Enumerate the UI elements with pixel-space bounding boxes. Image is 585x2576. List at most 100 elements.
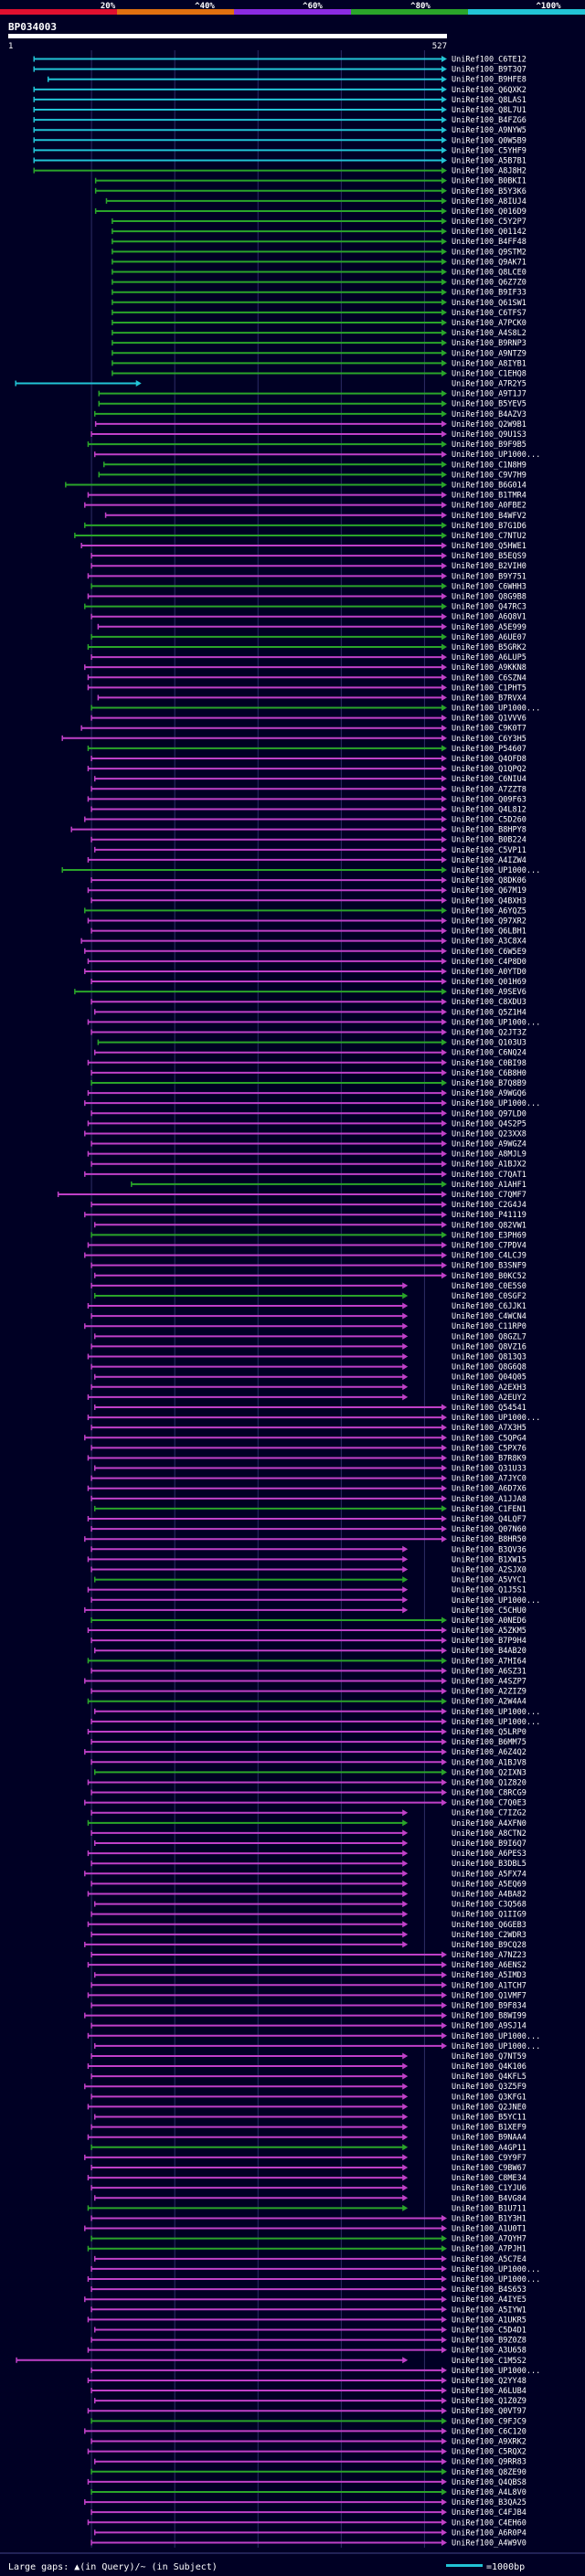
hit-row[interactable]: UniRef100_C4EH60 <box>87 2518 526 2528</box>
hit-row[interactable]: UniRef100_A6Z4Q2 <box>84 1748 526 1757</box>
hit-label[interactable]: UniRef100_Q5LRP0 <box>452 1728 526 1737</box>
hit-row[interactable]: UniRef100_A6R0P4 <box>93 2528 526 2538</box>
hit-label[interactable]: UniRef100_A6UE07 <box>452 633 526 642</box>
hit-row[interactable]: UniRef100_C1M5S2 <box>16 2357 526 2366</box>
hit-row[interactable]: UniRef100_Q813Q3 <box>87 1353 526 1362</box>
hit-row[interactable]: UniRef100_B7RVX4 <box>97 694 526 703</box>
hit-row[interactable]: UniRef100_B9NAA4 <box>87 2134 526 2143</box>
hit-label[interactable]: UniRef100_Q5Z1H4 <box>452 1008 526 1017</box>
hit-label[interactable]: UniRef100_A5E999 <box>452 623 526 632</box>
hit-label[interactable]: UniRef100_Q01H69 <box>452 978 526 987</box>
hit-label[interactable]: UniRef100_B6G014 <box>452 481 526 490</box>
hit-row[interactable]: UniRef100_C6WHH3 <box>90 582 526 591</box>
hit-row[interactable]: UniRef100_C6W5E9 <box>84 948 526 957</box>
hit-row[interactable]: UniRef100_C5CHU0 <box>84 1606 526 1616</box>
hit-label[interactable]: UniRef100_UP1000... <box>452 866 540 875</box>
hit-label[interactable]: UniRef100_Q4KFL5 <box>452 2072 526 2082</box>
hit-label[interactable]: UniRef100_B3QV36 <box>452 1545 526 1554</box>
hit-row[interactable]: UniRef100_C3Q568 <box>93 1901 526 1910</box>
hit-row[interactable]: UniRef100_C2G4J4 <box>90 1201 526 1210</box>
hit-row[interactable]: UniRef100_Q016D9 <box>94 207 526 217</box>
hit-row[interactable]: UniRef100_A1JJA8 <box>90 1495 526 1504</box>
hit-row[interactable]: UniRef100_Q1IIG9 <box>90 1911 526 1920</box>
hit-label[interactable]: UniRef100_C6NQ24 <box>452 1049 526 1058</box>
hit-label[interactable]: UniRef100_Q7NT59 <box>452 2052 526 2062</box>
hit-label[interactable]: UniRef100_Q3KFG1 <box>452 2093 526 2102</box>
hit-row[interactable]: UniRef100_Q4K106 <box>87 2062 526 2072</box>
hit-row[interactable]: UniRef100_Q1Z0Z9 <box>93 2397 526 2406</box>
hit-label[interactable]: UniRef100_Q23XX8 <box>452 1129 526 1139</box>
hit-row[interactable]: UniRef100_Q6GEB3 <box>87 1921 526 1930</box>
hit-row[interactable]: UniRef100_A9XRK2 <box>90 2438 526 2447</box>
hit-row[interactable]: UniRef100_C9V7H9 <box>98 471 526 480</box>
hit-row[interactable]: UniRef100_UP1000... <box>87 1414 540 1423</box>
hit-row[interactable]: UniRef100_Q1VVV6 <box>90 715 526 724</box>
hit-label[interactable]: UniRef100_A9KKN8 <box>452 663 526 673</box>
hit-label[interactable]: UniRef100_B4WFV2 <box>452 512 526 521</box>
hit-row[interactable]: UniRef100_B0B224 <box>90 836 526 845</box>
hit-label[interactable]: UniRef100_B6MM75 <box>452 1738 526 1747</box>
hit-row[interactable]: UniRef100_C7QMF7 <box>57 1191 526 1200</box>
hit-row[interactable]: UniRef100_B8WI99 <box>84 2012 526 2021</box>
hit-label[interactable]: UniRef100_Q1QPQ2 <box>452 765 526 774</box>
hit-label[interactable]: UniRef100_A9NYW5 <box>452 126 526 135</box>
hit-row[interactable]: UniRef100_A9SEV6 <box>74 988 526 997</box>
hit-row[interactable]: UniRef100_Q6Z7Z0 <box>112 279 526 288</box>
hit-row[interactable]: UniRef100_Q2JT3Z <box>90 1029 526 1038</box>
hit-row[interactable]: UniRef100_A5FX74 <box>84 1870 526 1879</box>
hit-row[interactable]: UniRef100_Q4LQF7 <box>87 1515 526 1524</box>
hit-label[interactable]: UniRef100_P54607 <box>452 745 526 754</box>
hit-label[interactable]: UniRef100_Q813Q3 <box>452 1353 526 1362</box>
hit-row[interactable]: UniRef100_B1Y3H1 <box>90 2214 526 2223</box>
hit-row[interactable]: UniRef100_A2SJX0 <box>90 1565 526 1574</box>
hit-row[interactable]: UniRef100_A6D7X6 <box>87 1485 526 1494</box>
hit-row[interactable]: UniRef100_A4BA82 <box>87 1890 526 1899</box>
hit-label[interactable]: UniRef100_Q5HWE1 <box>452 542 526 551</box>
hit-row[interactable]: UniRef100_Q8LAS1 <box>33 96 526 105</box>
hit-label[interactable]: UniRef100_A1BJX2 <box>452 1161 526 1170</box>
hit-label[interactable]: UniRef100_C9Y9F7 <box>452 2154 526 2163</box>
hit-row[interactable]: UniRef100_C8ME34 <box>87 2174 526 2183</box>
hit-label[interactable]: UniRef100_P41119 <box>452 1211 526 1220</box>
hit-row[interactable]: UniRef100_A4GP11 <box>90 2144 526 2153</box>
hit-label[interactable]: UniRef100_Q6Z7Z0 <box>452 279 526 288</box>
hit-row[interactable]: UniRef100_UP1000... <box>87 1018 540 1027</box>
hit-row[interactable]: UniRef100_UP1000... <box>93 1708 541 1717</box>
hit-row[interactable]: UniRef100_Q8ZE90 <box>90 2468 526 2477</box>
hit-label[interactable]: UniRef100_A5VYC1 <box>452 1576 526 1585</box>
hit-label[interactable]: UniRef100_B7P9H4 <box>452 1637 526 1646</box>
hit-row[interactable]: UniRef100_C5YHF9 <box>33 146 526 155</box>
hit-label[interactable]: UniRef100_C6SZN4 <box>452 673 526 683</box>
hit-label[interactable]: UniRef100_C1M5S2 <box>452 2357 526 2366</box>
hit-row[interactable]: UniRef100_A5IMD3 <box>93 1971 526 1980</box>
hit-row[interactable]: UniRef100_Q4QBS8 <box>87 2478 526 2487</box>
hit-label[interactable]: UniRef100_Q31U33 <box>452 1465 526 1474</box>
hit-label[interactable]: UniRef100_Q8LCE0 <box>452 269 526 278</box>
hit-row[interactable]: UniRef100_Q9U1S3 <box>90 430 526 440</box>
hit-label[interactable]: UniRef100_Q4BXH3 <box>452 896 526 906</box>
hit-row[interactable]: UniRef100_Q2IXN3 <box>93 1768 526 1777</box>
hit-label[interactable]: UniRef100_B8WI99 <box>452 2012 526 2021</box>
hit-row[interactable]: UniRef100_B5YC11 <box>93 2114 526 2123</box>
hit-row[interactable]: UniRef100_A4L8V0 <box>90 2488 526 2497</box>
hit-label[interactable]: UniRef100_Q8GZL7 <box>452 1332 526 1341</box>
hit-label[interactable]: UniRef100_UP1000... <box>452 1708 540 1717</box>
hit-label[interactable]: UniRef100_Q2W9B1 <box>452 420 526 429</box>
hit-label[interactable]: UniRef100_B4S653 <box>452 2285 526 2295</box>
hit-label[interactable]: UniRef100_A9WGZ4 <box>452 1140 526 1150</box>
hit-label[interactable]: UniRef100_Q67M19 <box>452 886 526 896</box>
hit-row[interactable]: UniRef100_Q67M19 <box>87 886 526 896</box>
hit-label[interactable]: UniRef100_C4P8D0 <box>452 958 526 967</box>
hit-label[interactable]: UniRef100_Q82VW1 <box>452 1221 526 1230</box>
hit-row[interactable]: UniRef100_Q4L812 <box>90 805 526 814</box>
hit-label[interactable]: UniRef100_B5EQS9 <box>452 552 526 561</box>
hit-label[interactable]: UniRef100_Q8G6Q8 <box>452 1363 526 1373</box>
hit-row[interactable]: UniRef100_Q4S2P5 <box>87 1119 526 1129</box>
hit-label[interactable]: UniRef100_C5D4D1 <box>452 2326 526 2335</box>
hit-row[interactable]: UniRef100_A7PCK0 <box>112 319 526 328</box>
hit-label[interactable]: UniRef100_UP1000... <box>452 2265 540 2274</box>
hit-label[interactable]: UniRef100_B8HPY8 <box>452 826 526 835</box>
hit-label[interactable]: UniRef100_C4EH60 <box>452 2518 526 2528</box>
hit-label[interactable]: UniRef100_B5GRK2 <box>452 643 526 652</box>
hit-row[interactable]: UniRef100_Q103U3 <box>97 1039 526 1048</box>
